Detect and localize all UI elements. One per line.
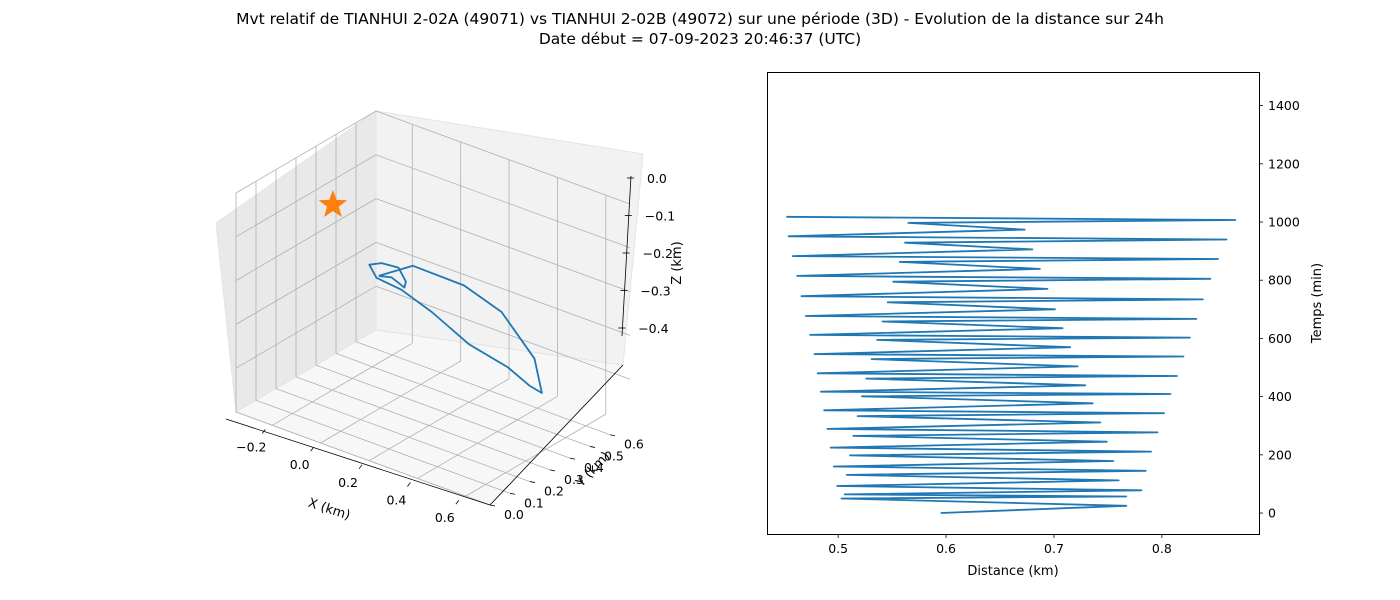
x-tick-mark xyxy=(358,464,363,470)
y-tick-mark xyxy=(549,469,556,472)
y-tick-mark xyxy=(589,446,596,448)
y-tick-label: 0.6 xyxy=(624,437,644,452)
chart-3d-trajectory: −0.20.00.20.40.6 0.00.10.20.30.40.50.60.0… xyxy=(215,110,685,525)
x-axis-label: X (km) xyxy=(306,496,352,524)
figure-title-line1: Mvt relatif de TIANHUI 2-02A (49071) vs … xyxy=(236,10,1164,28)
y-tick-label: 0.5 xyxy=(604,448,624,463)
x-tick-mark xyxy=(261,429,266,434)
z-tick-label: −0.4 xyxy=(638,321,668,336)
grid-3d xyxy=(235,110,631,506)
y-tick-label-2d: 600 xyxy=(1268,331,1292,346)
chart-distance-time: 0.5 0.6 0.7 0.8 0 200 400 600 800 1000 1200 1400 Di… xyxy=(767,72,1325,579)
y-tick-label-2d: 1000 xyxy=(1268,215,1300,230)
start-marker-star xyxy=(318,189,348,217)
x-tick-label: 0.4 xyxy=(386,493,406,508)
y-axis-label-2d: Temps (min) xyxy=(1310,263,1325,344)
y-tick-label-2d: 1400 xyxy=(1268,98,1300,113)
x-tick-mark xyxy=(455,500,460,505)
z-tick-label: 0.0 xyxy=(647,171,667,186)
y-tick-mark xyxy=(609,434,616,437)
x-tick-mark xyxy=(407,482,411,487)
y-axis-line xyxy=(489,364,624,506)
y-tick-label-2d: 200 xyxy=(1268,447,1292,462)
x-axis-label-2d: Distance (km) xyxy=(967,564,1058,579)
y-tick-mark xyxy=(569,457,576,460)
y-tick-label: 0.0 xyxy=(504,507,524,522)
y-tick-mark xyxy=(509,492,516,495)
z-tick-label: −0.2 xyxy=(643,246,673,261)
x-tick-label-2d: 0.8 xyxy=(1152,541,1172,556)
y-tick-mark xyxy=(529,481,536,483)
x-axis-line xyxy=(225,418,491,506)
plot-frame xyxy=(767,72,1260,535)
z-tick-label: −0.3 xyxy=(640,284,670,299)
x-tick-label-2d: 0.6 xyxy=(936,541,956,556)
distance-series-line xyxy=(786,215,1237,514)
y-tick-mark xyxy=(489,504,496,507)
y-tick-label-2d: 800 xyxy=(1268,273,1292,288)
x-tick-label: 0.0 xyxy=(290,457,310,472)
x-tick-label-2d: 0.5 xyxy=(828,541,848,556)
figure-title-line2: Date début = 07-09-2023 20:46:37 (UTC) xyxy=(538,30,862,48)
trajectory-line xyxy=(368,262,543,394)
y-tick-label: 0.4 xyxy=(584,460,604,475)
y-tick-label-2d: 400 xyxy=(1268,389,1292,404)
y-tick-label-2d: 0 xyxy=(1268,506,1276,521)
z-tick-label: −0.1 xyxy=(645,209,675,224)
x-tick-mark xyxy=(310,446,314,452)
z-axis-line xyxy=(621,175,632,337)
x-tick-label-2d: 0.7 xyxy=(1044,541,1064,556)
x-tick-label: −0.2 xyxy=(236,439,266,454)
x-tick-label: 0.6 xyxy=(435,510,455,525)
y-axis-label: Y (km) xyxy=(573,449,614,491)
z-axis-label: Z (km) xyxy=(670,241,685,284)
ticks-3d: −0.20.00.20.40.6 0.00.10.20.30.40.50.60.0… xyxy=(236,171,675,525)
y-tick-label: 0.2 xyxy=(544,484,564,499)
y-tick-label: 0.3 xyxy=(564,472,584,487)
y-tick-label: 0.1 xyxy=(524,495,544,510)
y-tick-label-2d: 1200 xyxy=(1268,156,1300,171)
x-tick-label: 0.2 xyxy=(338,475,358,490)
